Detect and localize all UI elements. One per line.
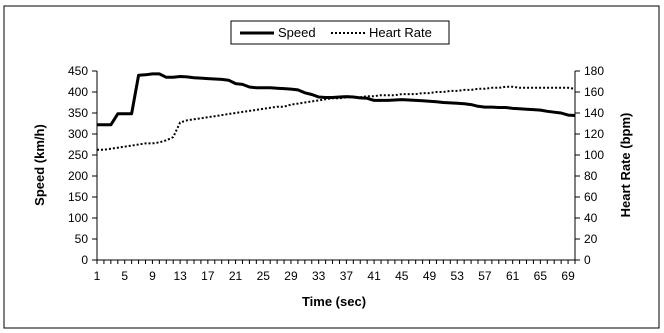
x-tick-label: 37: [340, 269, 354, 283]
x-tick-label: 65: [534, 269, 548, 283]
x-tick-label: 17: [201, 269, 215, 283]
y-tick-label: 400: [68, 85, 88, 99]
y2-tick-label: 40: [584, 211, 598, 225]
y-axis-title: Speed (km/h): [32, 124, 47, 206]
axes-layer: 0 50 100 150 200 250 300 350 400 450 0 20 40 60 80 100 1…: [68, 64, 604, 283]
y2-axis-title: Heart Rate (bpm): [618, 113, 633, 218]
x-tick-label: 69: [561, 269, 575, 283]
y2-tick-label: 80: [584, 169, 598, 183]
y-tick-label: 450: [68, 64, 88, 78]
x-tick-label: 29: [284, 269, 298, 283]
y2-tick-label: 0: [584, 253, 591, 267]
series-layer: [97, 72, 576, 151]
y-tick-label: 150: [68, 190, 88, 204]
legend-label-speed: Speed: [278, 25, 316, 40]
y-tick-label: 50: [75, 232, 89, 246]
legend: Speed Heart Rate: [230, 20, 450, 45]
x-tick-label: 33: [312, 269, 326, 283]
x-tick-label: 25: [257, 269, 271, 283]
y2-tick-label: 120: [584, 127, 604, 141]
x-tick-label: 61: [506, 269, 520, 283]
y2-tick-label: 60: [584, 190, 598, 204]
y2-tick-label: 20: [584, 232, 598, 246]
chart-area: [3, 5, 660, 329]
y-tick-label: 0: [81, 253, 88, 267]
y2-tick-label: 160: [584, 85, 604, 99]
x-tick-label: 41: [367, 269, 381, 283]
x-tick-label: 9: [149, 269, 156, 283]
x-axis-title: Time (sec): [302, 294, 366, 309]
x-tick-label: 49: [423, 269, 437, 283]
y-tick-label: 200: [68, 169, 88, 183]
y2-tick-label: 180: [584, 64, 604, 78]
y-tick-label: 350: [68, 106, 88, 120]
y-tick-label: 100: [68, 211, 88, 225]
series-line-speed: [97, 72, 576, 127]
y-tick-label: 300: [68, 127, 88, 141]
x-tick-label: 1: [94, 269, 101, 283]
x-tick-label: 21: [229, 269, 243, 283]
x-tick-label: 5: [121, 269, 128, 283]
y-tick-label: 250: [68, 148, 88, 162]
legend-label-heart-rate: Heart Rate: [369, 25, 432, 40]
y2-tick-label: 100: [584, 148, 604, 162]
y2-tick-label: 140: [584, 106, 604, 120]
x-tick-label: 45: [395, 269, 409, 283]
x-tick-label: 57: [478, 269, 492, 283]
series-line-heart-rate: [97, 85, 576, 151]
x-tick-label: 13: [173, 269, 187, 283]
x-tick-label: 53: [451, 269, 465, 283]
